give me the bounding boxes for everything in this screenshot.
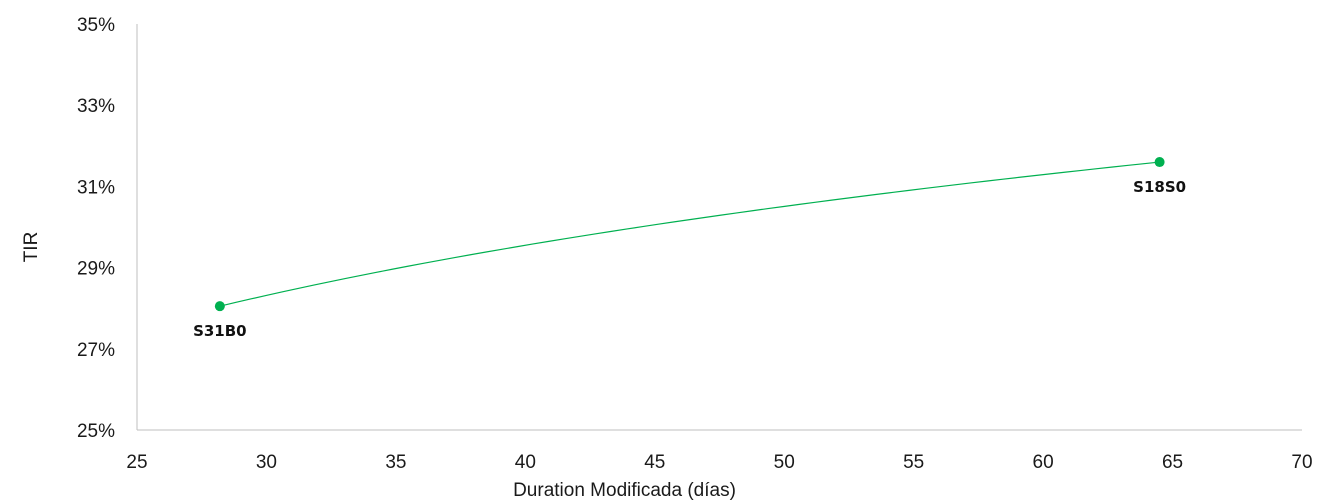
- y-axis-title: TIR: [21, 232, 42, 263]
- data-label-s31b0: S31B0: [193, 322, 247, 340]
- y-tick-label: 35%: [77, 15, 115, 36]
- x-tick-label: 60: [1033, 452, 1054, 473]
- x-tick-label: 50: [774, 452, 795, 473]
- y-tick-label: 27%: [77, 340, 115, 361]
- y-tick-label: 29%: [77, 259, 115, 280]
- x-tick-label: 35: [385, 452, 406, 473]
- trend-line: [219, 161, 1160, 307]
- y-tick-label: 33%: [77, 96, 115, 117]
- x-axis-title: Duration Modificada (días): [513, 480, 736, 500]
- y-tick-label: 31%: [77, 177, 115, 198]
- data-point-s18s0: [1154, 157, 1165, 168]
- x-tick-label: 40: [515, 452, 536, 473]
- x-tick-label: 55: [903, 452, 924, 473]
- x-tick-label: 65: [1162, 452, 1183, 473]
- data-label-s18s0: S18S0: [1133, 178, 1186, 196]
- x-tick-label: 45: [644, 452, 665, 473]
- x-tick-label: 25: [126, 452, 147, 473]
- x-tick-labels: 25 30 35 40 45 50 55 60 65 70: [126, 452, 1312, 473]
- y-tick-labels: 25% 27% 29% 31% 33% 35%: [77, 15, 115, 442]
- y-tick-label: 25%: [77, 421, 115, 442]
- axes: [136, 24, 1302, 431]
- x-tick-label: 70: [1291, 452, 1312, 473]
- data-point-s31b0: [214, 301, 225, 312]
- data-points: S31B0 S18S0: [193, 157, 1186, 340]
- x-tick-label: 30: [256, 452, 277, 473]
